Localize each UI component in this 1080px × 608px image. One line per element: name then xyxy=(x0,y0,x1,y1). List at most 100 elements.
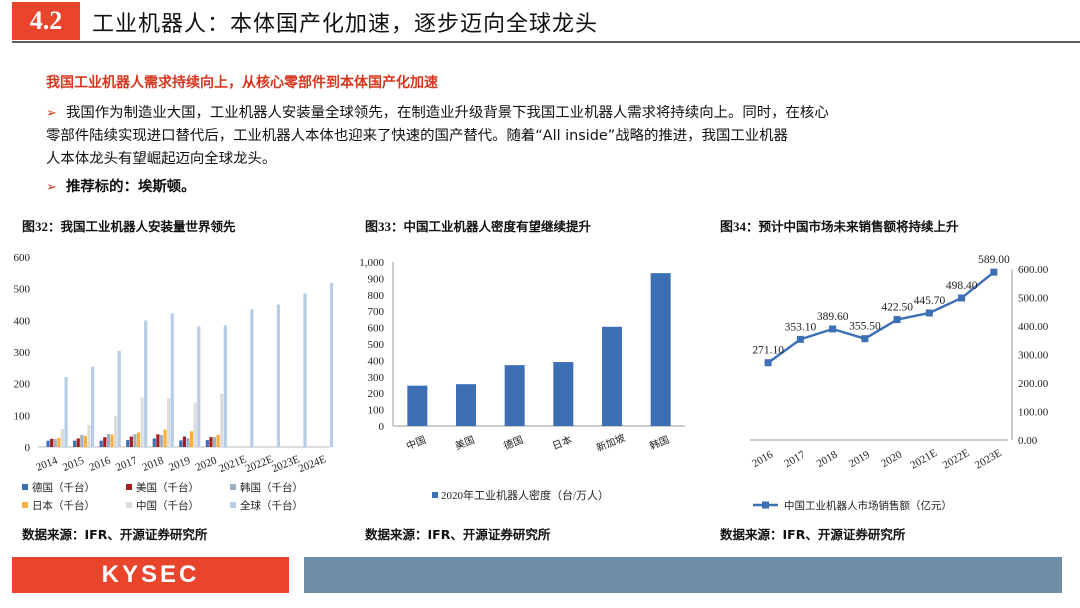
bullet-line: 人本体龙头有望崛起迈向全球龙头。 xyxy=(46,151,277,167)
series-line xyxy=(767,271,995,364)
x-tick-label: 2017 xyxy=(114,454,139,474)
y-tick-label: 400.00 xyxy=(1018,321,1049,333)
y-tick-label: 100 xyxy=(368,405,385,417)
figure-32-source: 数据来源：IFR、开源证券研究所 xyxy=(22,527,208,542)
legend-swatch xyxy=(230,484,236,490)
bar xyxy=(602,326,622,426)
y-tick-label: 100 xyxy=(14,410,31,422)
y-tick-label: 600 xyxy=(14,252,31,264)
data-point xyxy=(990,268,998,276)
bar-0 xyxy=(126,440,130,447)
x-tick-label: 2020 xyxy=(879,448,904,470)
bar xyxy=(407,385,428,426)
y-tick-label: 600.00 xyxy=(1018,264,1049,276)
legend-marker xyxy=(762,501,769,509)
y-tick-label: 400 xyxy=(368,355,385,367)
legend-label: 韩国（千台） xyxy=(240,481,303,494)
figure-34-title: 图34：预计中国市场未来销售额将持续上升 xyxy=(720,219,959,234)
data-label: 589.00 xyxy=(978,254,1010,266)
legend-label: 日本（千台） xyxy=(32,499,95,512)
bar-1 xyxy=(129,436,133,447)
data-label: 271.10 xyxy=(752,345,784,357)
y-tick-label: 600 xyxy=(368,323,385,335)
legend-label: 2020年工业机器人密度（台/万人） xyxy=(441,488,609,502)
legend-swatch xyxy=(126,484,132,490)
bar-5 xyxy=(91,366,95,447)
bar-2 xyxy=(80,434,84,447)
page-title: 工业机器人：本体国产化加速，逐步迈向全球龙头 xyxy=(92,12,599,37)
x-tick-label: 2016 xyxy=(88,454,113,474)
legend-label: 中国（千台） xyxy=(136,499,199,512)
bar xyxy=(553,362,574,426)
legend-swatch xyxy=(22,484,28,490)
subheading: 我国工业机器人需求持续向上，从核心零部件到本体国产化加速 xyxy=(46,75,438,91)
arrow-bullet-icon: ➢ xyxy=(46,106,57,121)
data-point xyxy=(861,335,869,343)
bar-2 xyxy=(186,438,190,447)
bar-3 xyxy=(190,431,194,447)
arrow-bullet-icon: ➢ xyxy=(46,180,57,195)
bar xyxy=(504,365,525,426)
bar-2 xyxy=(133,434,137,447)
bar-1 xyxy=(103,437,107,447)
bar-1 xyxy=(50,438,54,447)
bar-0 xyxy=(73,440,77,447)
bar-5 xyxy=(223,325,227,447)
y-tick-label: 0.00 xyxy=(1018,435,1038,447)
bar-3 xyxy=(163,429,167,447)
data-point xyxy=(829,325,837,333)
data-point xyxy=(925,309,933,317)
bar-0 xyxy=(205,440,209,447)
x-tick-label: 2022E xyxy=(941,447,972,472)
y-tick-label: 300 xyxy=(14,347,31,359)
bar-3 xyxy=(57,437,61,447)
bar xyxy=(456,384,476,426)
x-tick-label: 新加坡 xyxy=(594,431,627,454)
bar-5 xyxy=(117,350,121,447)
x-tick-label: 德国 xyxy=(502,433,525,453)
bar-0 xyxy=(152,438,156,447)
x-tick-label: 2019 xyxy=(167,454,192,474)
bar-5 xyxy=(303,293,307,447)
bar-2 xyxy=(53,439,57,447)
x-tick-label: 2024E xyxy=(297,453,328,475)
bar-3 xyxy=(110,434,114,447)
y-tick-label: 500 xyxy=(14,284,31,296)
x-tick-label: 中国 xyxy=(404,433,427,453)
bar-1 xyxy=(182,436,186,447)
bar-0 xyxy=(179,440,183,447)
data-label: 353.10 xyxy=(785,321,817,333)
bar-5 xyxy=(144,320,148,447)
bar-4 xyxy=(193,402,197,447)
x-tick-label: 2014 xyxy=(34,454,59,474)
legend-label: 德国（千台） xyxy=(32,481,95,494)
bullet-item-2: ➢ 推荐标的：埃斯顿。 xyxy=(46,176,196,199)
section-number: 4.2 xyxy=(12,2,80,40)
x-tick-label: 日本 xyxy=(550,433,573,453)
bar-2 xyxy=(106,434,110,447)
y-tick-label: 200.00 xyxy=(1018,378,1049,390)
bar-0 xyxy=(99,440,103,447)
recommendation-text: 推荐标的：埃斯顿。 xyxy=(66,179,196,195)
x-tick-label: 韩国 xyxy=(648,433,671,453)
y-tick-label: 500 xyxy=(368,339,385,351)
x-tick-label: 2015 xyxy=(61,454,86,474)
bar-3 xyxy=(216,434,220,447)
legend-swatch xyxy=(22,502,28,508)
y-tick-label: 300 xyxy=(368,372,385,384)
header-divider xyxy=(12,41,1080,43)
x-tick-label: 2017 xyxy=(782,448,807,470)
y-tick-label: 400 xyxy=(14,315,31,327)
bar-5 xyxy=(329,282,334,447)
bar-2 xyxy=(212,437,217,447)
data-label: 422.50 xyxy=(881,302,913,314)
data-point xyxy=(796,335,804,343)
x-tick-label: 2023E xyxy=(973,447,1004,472)
bullet-line: 我国作为制造业大国，工业机器人安装量全球领先，在制造业升级背景下我国工业机器人需… xyxy=(66,105,829,121)
figure-32-title: 图32：我国工业机器人安装量世界领先 xyxy=(22,219,236,234)
chart-density: 0 100 200 300 400 500 600 700 800 900 1,000 中国 美国 德国 日… xyxy=(359,257,685,502)
legend-label: 美国（千台） xyxy=(136,481,199,494)
figure-34-source: 数据来源：IFR、开源证券研究所 xyxy=(720,527,906,542)
legend-label: 中国工业机器人市场销售额（亿元） xyxy=(784,499,952,512)
